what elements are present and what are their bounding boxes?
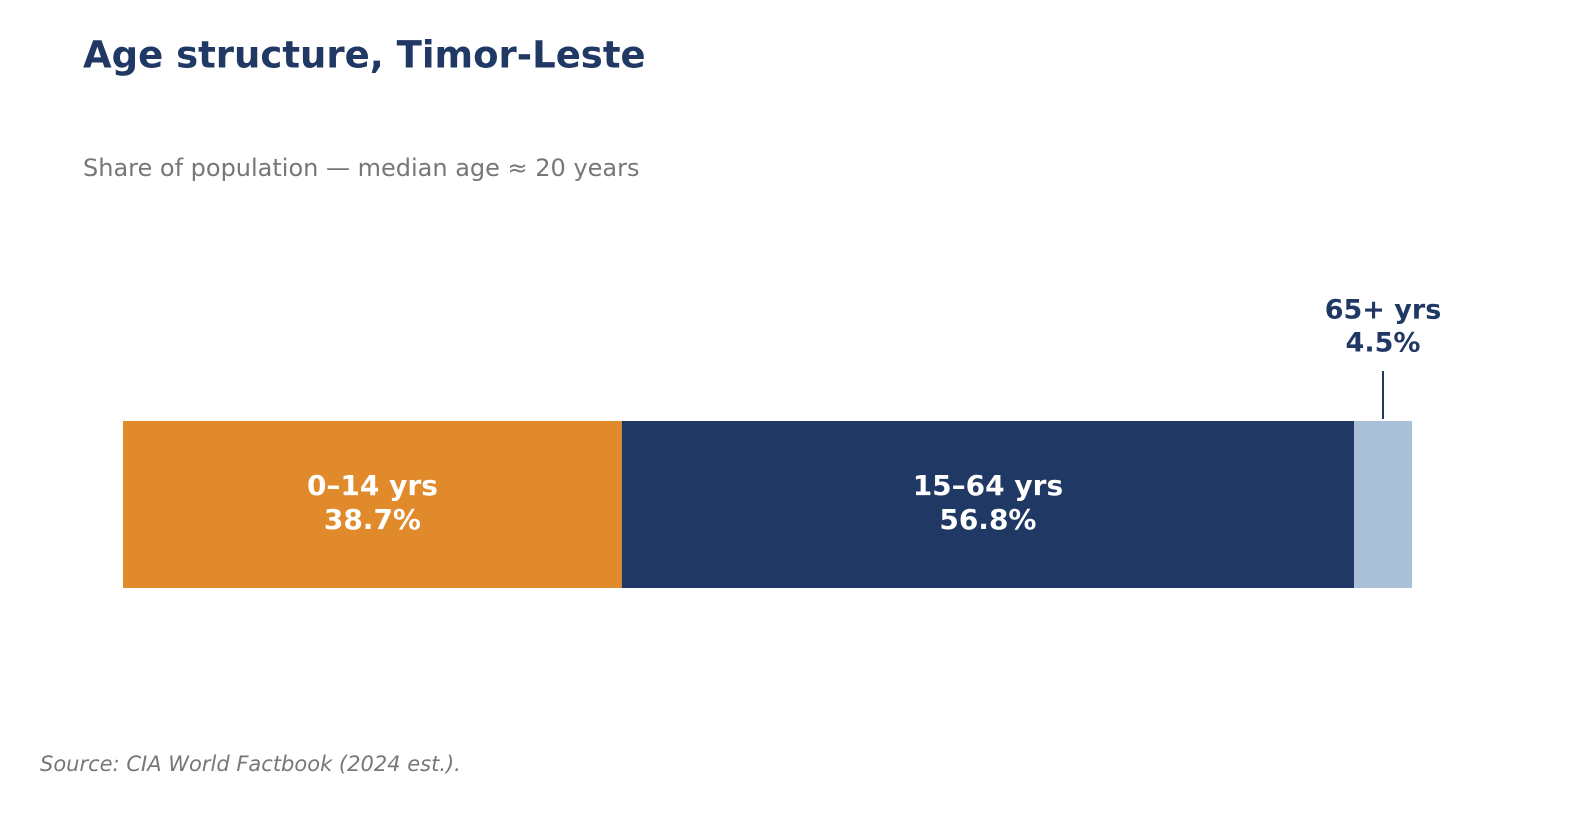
value-label: 4.5% bbox=[1346, 328, 1421, 359]
bar-segment bbox=[621, 421, 1354, 588]
source-note: Source: CIA World Factbook (2024 est.). bbox=[40, 752, 461, 776]
bar-segment bbox=[1353, 421, 1412, 588]
segment-label: 15–64 yrs bbox=[913, 469, 1063, 502]
bar-segment bbox=[123, 421, 622, 588]
chart-subtitle: Share of population — median age ≈ 20 ye… bbox=[83, 154, 640, 182]
value-label: 56.8% bbox=[939, 503, 1036, 536]
segment-label: 65+ yrs bbox=[1325, 295, 1442, 326]
chart-title: Age structure, Timor-Leste bbox=[83, 34, 646, 77]
segment-label: 0–14 yrs bbox=[307, 469, 438, 502]
value-label: 38.7% bbox=[324, 503, 421, 536]
